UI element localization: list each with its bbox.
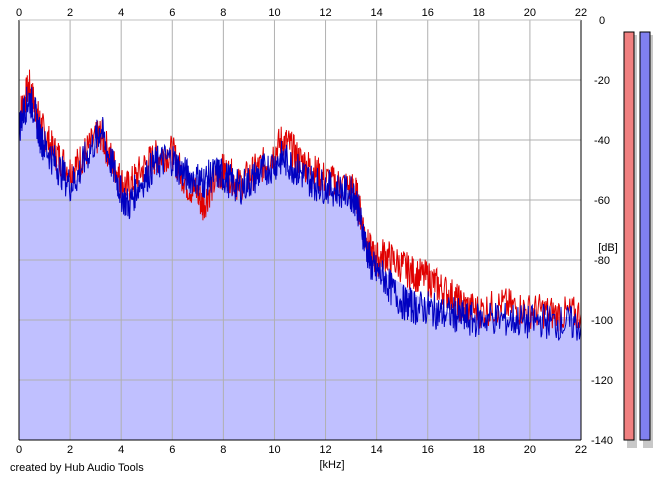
y-tick-label: -120 <box>591 375 613 387</box>
left-level-meter <box>623 31 635 441</box>
y-tick-label: 0 <box>599 15 605 27</box>
x-tick-label-top: 2 <box>67 7 73 19</box>
x-tick-label-bottom: 2 <box>67 444 73 456</box>
x-tick-label-top: 4 <box>118 7 124 19</box>
x-tick-label-top: 16 <box>422 7 434 19</box>
credit-text: created by Hub Audio Tools <box>10 462 144 474</box>
x-tick-label-bottom: 8 <box>220 444 226 456</box>
x-tick-label-bottom: 6 <box>169 444 175 456</box>
y-tick-label: -60 <box>594 195 610 207</box>
x-tick-label-bottom: 22 <box>575 444 587 456</box>
y-tick-label: -100 <box>591 315 613 327</box>
x-tick-label-top: 22 <box>575 7 587 19</box>
spectrum-fill-area <box>19 104 581 440</box>
x-tick-label-top: 8 <box>220 7 226 19</box>
y-tick-label: -40 <box>594 135 610 147</box>
axes-layer <box>18 19 582 441</box>
x-tick-label-bottom: 4 <box>118 444 124 456</box>
x-tick-label-bottom: 20 <box>524 444 536 456</box>
series-layer <box>18 69 582 341</box>
y-axis-label: [dB] <box>598 242 618 254</box>
x-tick-label-top: 10 <box>268 7 280 19</box>
x-tick-label-bottom: 14 <box>371 444 383 456</box>
x-tick-label-top: 14 <box>371 7 383 19</box>
top-tick-labels: 0 2 4 6 8 10 12 14 16 18 20 22 <box>16 7 587 19</box>
y-tick-label: -20 <box>594 75 610 87</box>
x-tick-label-top: 6 <box>169 7 175 19</box>
x-tick-label-bottom: 16 <box>422 444 434 456</box>
y-tick-label: -140 <box>591 435 613 447</box>
x-tick-label-bottom: 10 <box>268 444 280 456</box>
right-tick-labels: 0 -20 -40 -60 -80 -100 -120 -140 <box>591 15 613 447</box>
x-tick-label-bottom: 18 <box>473 444 485 456</box>
right-level-meter <box>639 31 651 441</box>
x-tick-label-top: 0 <box>16 7 22 19</box>
right-channel-line <box>18 86 582 341</box>
spectrum-fill-layer <box>19 104 581 440</box>
y-tick-label: -80 <box>594 255 610 267</box>
bottom-tick-labels: 0 2 4 6 8 10 12 14 16 18 20 22 <box>16 444 587 456</box>
level-meters <box>623 31 653 448</box>
x-tick-label-bottom: 12 <box>319 444 331 456</box>
x-tick-label-top: 12 <box>319 7 331 19</box>
x-tick-label-top: 18 <box>473 7 485 19</box>
x-tick-label-top: 20 <box>524 7 536 19</box>
x-axis-label: [kHz] <box>319 459 344 471</box>
x-tick-label-bottom: 0 <box>16 444 22 456</box>
